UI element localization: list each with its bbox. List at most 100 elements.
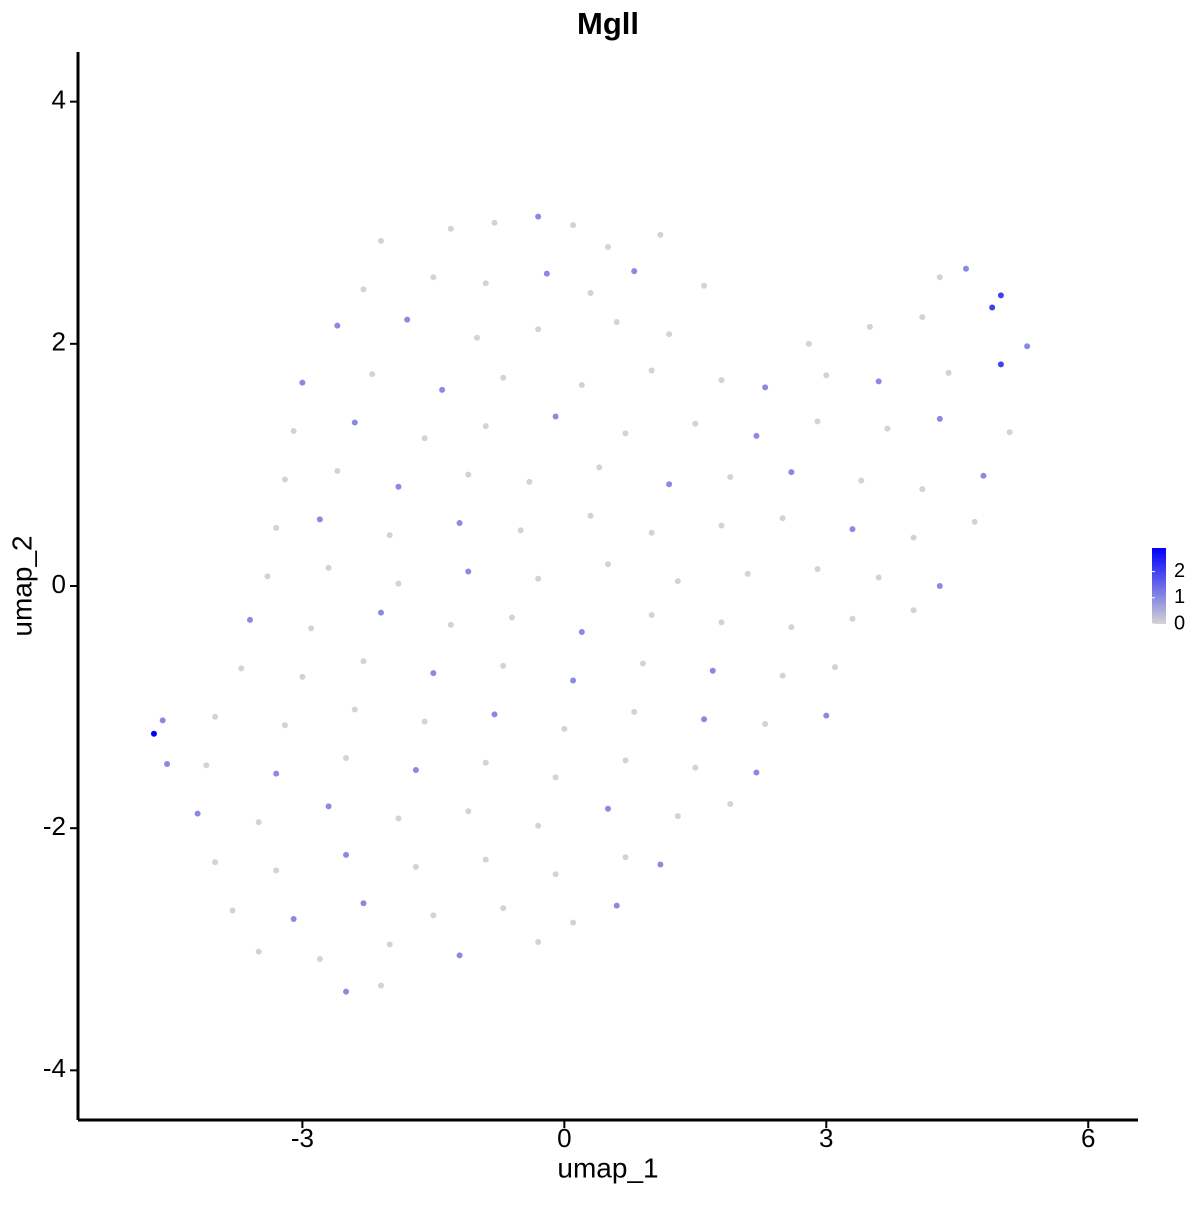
point bbox=[395, 483, 402, 490]
point bbox=[491, 219, 498, 226]
point bbox=[875, 378, 882, 385]
point bbox=[648, 612, 655, 619]
point bbox=[919, 486, 926, 493]
point bbox=[919, 314, 926, 321]
point bbox=[229, 907, 236, 914]
point bbox=[849, 526, 856, 533]
point bbox=[273, 524, 280, 531]
point bbox=[570, 677, 577, 684]
point bbox=[517, 527, 524, 534]
point bbox=[945, 369, 952, 376]
point bbox=[552, 871, 559, 878]
color-bar-label: 1 bbox=[1174, 586, 1185, 608]
point bbox=[648, 367, 655, 374]
point bbox=[535, 939, 542, 945]
point bbox=[587, 512, 594, 519]
point bbox=[779, 672, 786, 679]
point bbox=[814, 418, 821, 425]
point bbox=[212, 859, 219, 866]
point bbox=[613, 319, 620, 326]
point bbox=[701, 282, 708, 289]
point bbox=[666, 481, 673, 488]
point bbox=[395, 815, 402, 822]
point bbox=[334, 322, 341, 329]
point bbox=[351, 419, 358, 426]
point bbox=[421, 718, 428, 725]
point bbox=[779, 515, 786, 522]
point bbox=[753, 769, 760, 776]
color-bar bbox=[1152, 548, 1166, 624]
point bbox=[456, 952, 463, 959]
y-tick-label: -4 bbox=[43, 1053, 66, 1083]
point bbox=[866, 323, 873, 330]
point bbox=[788, 469, 795, 476]
point bbox=[570, 222, 577, 229]
point bbox=[587, 289, 594, 296]
point bbox=[936, 583, 943, 589]
point bbox=[430, 670, 437, 677]
point bbox=[997, 361, 1004, 368]
point bbox=[884, 425, 891, 432]
point bbox=[526, 478, 533, 485]
x-tick-label: 3 bbox=[819, 1123, 833, 1153]
point bbox=[727, 800, 734, 807]
point bbox=[316, 955, 323, 962]
point bbox=[395, 580, 402, 587]
point bbox=[421, 435, 428, 442]
point bbox=[718, 522, 725, 529]
point bbox=[910, 534, 917, 541]
point bbox=[613, 902, 620, 909]
point bbox=[552, 774, 559, 781]
point bbox=[343, 754, 350, 761]
point bbox=[412, 767, 419, 774]
point bbox=[430, 274, 437, 281]
point bbox=[805, 340, 812, 347]
point bbox=[674, 813, 681, 820]
point bbox=[212, 713, 219, 720]
point bbox=[369, 371, 376, 378]
point bbox=[814, 566, 821, 573]
point bbox=[936, 274, 943, 281]
x-tick-label: 6 bbox=[1081, 1123, 1095, 1153]
point bbox=[727, 474, 734, 481]
x-tick-label: 0 bbox=[557, 1123, 571, 1153]
point bbox=[194, 810, 201, 817]
point bbox=[622, 757, 629, 764]
point bbox=[164, 761, 171, 767]
color-bar-label: 0 bbox=[1174, 612, 1185, 634]
point bbox=[709, 667, 716, 674]
point bbox=[552, 413, 559, 420]
point bbox=[386, 532, 393, 539]
point bbox=[718, 619, 725, 626]
point bbox=[596, 464, 603, 471]
point bbox=[788, 624, 795, 631]
point bbox=[753, 432, 760, 439]
point bbox=[474, 334, 481, 341]
point bbox=[482, 280, 489, 287]
point bbox=[203, 762, 210, 769]
point bbox=[535, 326, 542, 333]
point bbox=[447, 225, 454, 232]
point bbox=[832, 664, 839, 671]
point bbox=[360, 658, 367, 665]
point bbox=[465, 471, 472, 478]
point bbox=[255, 948, 262, 955]
point bbox=[692, 420, 699, 427]
color-bar-label: 2 bbox=[1174, 560, 1185, 582]
point bbox=[875, 574, 882, 581]
point bbox=[377, 982, 384, 989]
point bbox=[989, 304, 996, 311]
point bbox=[500, 374, 507, 381]
point bbox=[762, 384, 769, 391]
point bbox=[247, 616, 254, 623]
point bbox=[500, 662, 507, 669]
point bbox=[674, 578, 681, 585]
point bbox=[299, 673, 306, 680]
point bbox=[439, 386, 446, 393]
point bbox=[500, 905, 507, 912]
point bbox=[325, 803, 332, 810]
point bbox=[962, 265, 969, 272]
point bbox=[605, 805, 611, 812]
point bbox=[386, 941, 393, 948]
